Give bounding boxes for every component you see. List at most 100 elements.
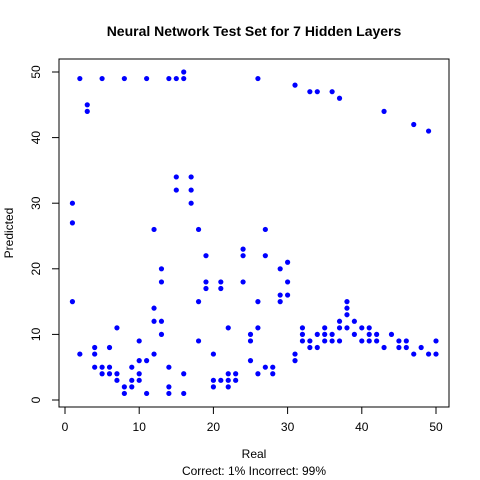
data-point: [151, 351, 157, 357]
data-point: [84, 108, 90, 114]
data-point: [418, 344, 424, 351]
data-point: [351, 318, 357, 324]
data-point: [99, 371, 105, 377]
x-axis: 0 10 20 30 40 50: [62, 406, 443, 434]
data-point: [322, 331, 328, 337]
data-point: [129, 384, 135, 390]
x-tick-label: 50: [429, 420, 443, 434]
data-point: [285, 279, 291, 285]
data-point: [433, 351, 439, 357]
data-point: [336, 318, 343, 324]
data-point: [396, 344, 402, 351]
data-point: [136, 377, 142, 383]
y-tick-label: 50: [29, 65, 43, 79]
data-point: [181, 75, 187, 82]
data-point: [255, 325, 261, 331]
data-point: [299, 338, 306, 344]
y-axis: 0 10 20 30 40 50: [29, 65, 60, 403]
data-point: [292, 358, 298, 364]
data-point: [344, 325, 350, 331]
data-point: [314, 331, 320, 337]
data-point: [247, 358, 254, 364]
data-point: [210, 377, 216, 383]
data-point: [307, 338, 313, 344]
data-point: [262, 226, 268, 233]
data-point: [285, 259, 291, 265]
y-tick-label: 30: [29, 196, 43, 210]
data-points: [69, 69, 439, 397]
data-point: [92, 344, 98, 351]
data-point: [195, 338, 202, 344]
data-point: [173, 174, 179, 180]
data-point: [374, 331, 380, 337]
data-point: [225, 371, 231, 377]
data-point: [144, 75, 150, 82]
data-point: [106, 364, 113, 370]
data-point: [158, 318, 165, 324]
data-point: [270, 371, 276, 377]
data-point: [166, 390, 172, 397]
data-point: [203, 253, 209, 259]
data-point: [262, 364, 268, 370]
data-point: [411, 121, 417, 128]
y-tick-label: 0: [29, 396, 43, 403]
data-point: [307, 344, 313, 351]
data-point: [425, 351, 432, 357]
data-point: [195, 299, 202, 305]
data-point: [121, 75, 127, 82]
plot-frame: [58, 58, 450, 408]
x-tick-label: 20: [207, 420, 221, 434]
data-point: [99, 364, 105, 370]
data-point: [292, 351, 298, 357]
data-point: [366, 338, 372, 344]
data-point: [136, 358, 142, 364]
data-point: [203, 279, 209, 285]
y-tick-label: 40: [29, 131, 43, 145]
data-point: [92, 351, 98, 357]
data-point: [121, 390, 127, 397]
data-point: [210, 384, 216, 390]
data-point: [299, 325, 306, 331]
data-point: [225, 325, 231, 331]
data-point: [218, 285, 224, 292]
data-point: [240, 246, 246, 252]
data-point: [181, 69, 187, 75]
data-point: [136, 338, 142, 344]
data-point: [322, 338, 328, 344]
data-point: [99, 75, 105, 82]
x-tick-label: 40: [355, 420, 369, 434]
data-point: [336, 338, 343, 344]
data-point: [329, 331, 335, 337]
data-point: [69, 299, 76, 305]
data-point: [336, 325, 343, 331]
data-point: [403, 344, 409, 351]
data-point: [129, 377, 135, 383]
data-point: [388, 331, 395, 337]
data-point: [322, 325, 328, 331]
data-point: [158, 331, 165, 337]
data-point: [210, 351, 216, 357]
data-point: [247, 338, 254, 344]
data-point: [144, 358, 150, 364]
data-point: [69, 200, 76, 206]
data-point: [277, 266, 283, 272]
data-point: [381, 108, 387, 114]
data-point: [181, 371, 187, 377]
data-point: [114, 325, 120, 331]
data-point: [106, 344, 113, 351]
data-point: [351, 331, 357, 337]
data-point: [396, 338, 402, 344]
data-point: [218, 377, 224, 383]
x-tick-label: 0: [62, 420, 69, 434]
data-point: [166, 75, 172, 82]
data-point: [240, 253, 246, 259]
data-point: [233, 371, 239, 377]
data-point: [277, 292, 283, 298]
data-point: [344, 299, 350, 305]
data-point: [173, 75, 179, 82]
y-tick-label: 20: [29, 262, 43, 276]
data-point: [136, 371, 142, 377]
data-point: [188, 200, 194, 206]
data-point: [166, 364, 172, 370]
